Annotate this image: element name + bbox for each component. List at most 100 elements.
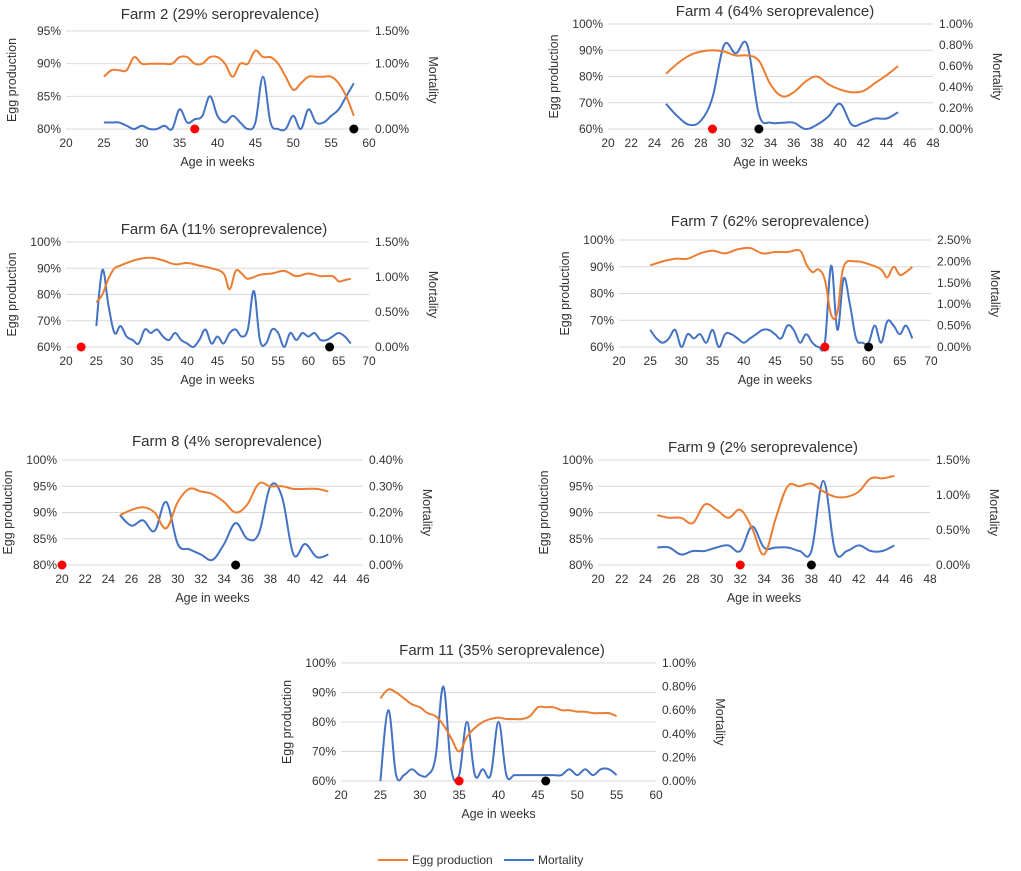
egg-production-series-line [103,49,355,117]
x-axis-label: Age in weeks [180,155,254,169]
chart-farm7: 60% 70% 80% 90% 100% 0.00% 0.50% 1.00% 1.50% 2.00… [558,213,1002,387]
y-tick-label: 60% [37,340,61,354]
x-tick-label: 40 [833,136,847,150]
x-tick-label: 28 [694,136,708,150]
y2-tick-label: 0.20% [369,506,403,520]
x-tick-label: 22 [78,572,92,586]
y2-tick-label: 0.10% [369,532,403,546]
y-tick-label: 70% [37,314,61,328]
x-tick-label: 48 [923,572,937,586]
red-marker-dot [820,342,830,352]
y2-tick-label: 2.00% [937,254,971,268]
x-tick-label: 55 [610,788,624,802]
x-tick-label: 30 [710,572,724,586]
legend: Egg production Mortality [378,853,583,867]
x-tick-label: 34 [757,572,771,586]
x-tick-label: 65 [893,354,907,368]
y2-tick-label: 0.20% [662,750,696,764]
x-tick-label: 32 [741,136,755,150]
red-marker-dot [454,776,464,786]
x-tick-label: 20 [59,136,73,150]
y2-tick-label: 0.50% [936,523,970,537]
y-tick-label: 80% [37,122,61,136]
y2-axis-label: Mortality [988,270,1002,318]
chart-title: Farm 9 (2% seroprevalence) [668,439,858,456]
y-tick-label: 100% [562,453,593,467]
x-tick-label: 60 [362,136,376,150]
chart-farm2: 80% 85% 90% 95% 0.00% 0.50% 1.00% 1.50% 20 25 30 35… [5,6,440,169]
y-tick-label: 85% [33,532,57,546]
x-tick-label: 50 [571,788,585,802]
x-tick-label: 38 [810,136,824,150]
x-tick-label: 70 [362,354,376,368]
x-tick-label: 34 [764,136,778,150]
x-tick-label: 38 [805,572,819,586]
red-marker-dot [57,560,67,570]
x-tick-label: 50 [241,354,255,368]
x-tick-label: 32 [734,572,748,586]
black-marker-dot [541,776,551,786]
y-axis-label: Egg production [1,470,15,554]
x-tick-label: 20 [591,572,605,586]
x-tick-label: 20 [612,354,626,368]
y-axis-label: Egg production [280,680,294,764]
x-tick-label: 22 [615,572,629,586]
x-axis-label: Age in weeks [733,155,807,169]
y2-tick-label: 0.00% [375,122,409,136]
y2-tick-label: 1.00% [375,57,409,71]
chart-title: Farm 11 (35% seroprevalence) [399,642,605,659]
y2-tick-label: 0.00% [936,558,970,572]
mortality-series-line [103,75,355,132]
x-tick-label: 30 [717,136,731,150]
y-tick-label: 80% [569,558,593,572]
y-tick-label: 100% [583,233,614,247]
x-tick-label: 34 [217,572,231,586]
black-marker-dot [349,124,359,134]
x-tick-label: 30 [135,136,149,150]
red-marker-dot [735,560,745,570]
y-tick-label: 80% [33,558,57,572]
x-tick-label: 42 [852,572,866,586]
y-tick-label: 90% [312,686,336,700]
egg-production-series-line [657,474,895,556]
y2-axis-label: Mortality [420,489,434,537]
y-tick-label: 90% [33,506,57,520]
y-tick-label: 60% [312,774,336,788]
y2-tick-label: 0.50% [375,89,409,103]
x-tick-label: 44 [333,572,347,586]
x-tick-label: 45 [531,788,545,802]
y2-tick-label: 0.60% [662,703,696,717]
y-tick-label: 100% [572,17,603,31]
y2-tick-label: 0.40% [939,80,973,94]
chart-title: Farm 4 (64% seroprevalence) [676,3,874,20]
x-tick-label: 28 [148,572,162,586]
y2-tick-label: 0.40% [369,453,403,467]
x-tick-label: 60 [302,354,316,368]
chart-farm9: 80% 85% 90% 95% 100% 0.00% 0.50% 1.00% 1.50% 20 22… [537,439,1001,605]
x-tick-label: 46 [356,572,370,586]
x-tick-label: 26 [671,136,685,150]
x-tick-label: 48 [926,136,940,150]
y2-tick-label: 1.00% [939,17,973,31]
y2-axis-label: Mortality [426,271,440,319]
x-tick-label: 22 [625,136,639,150]
x-tick-label: 46 [903,136,917,150]
x-tick-label: 25 [374,788,388,802]
x-tick-label: 44 [876,572,890,586]
mortality-series-line [649,264,914,352]
legend-egg-label: Egg production [412,853,493,867]
x-tick-label: 35 [706,354,720,368]
y-tick-label: 85% [569,532,593,546]
x-tick-label: 30 [413,788,427,802]
x-tick-label: 70 [924,354,938,368]
legend-mortality-label: Mortality [538,853,583,867]
red-marker-dot [190,124,200,134]
y-axis-label: Egg production [537,470,551,554]
chart-panels: 80% 85% 90% 95% 0.00% 0.50% 1.00% 1.50% 20 25 30 35… [1,3,1004,821]
x-tick-label: 60 [649,788,663,802]
y-tick-label: 95% [33,479,57,493]
x-tick-label: 36 [241,572,255,586]
y2-tick-label: 1.50% [375,235,409,249]
y-tick-label: 100% [30,235,61,249]
